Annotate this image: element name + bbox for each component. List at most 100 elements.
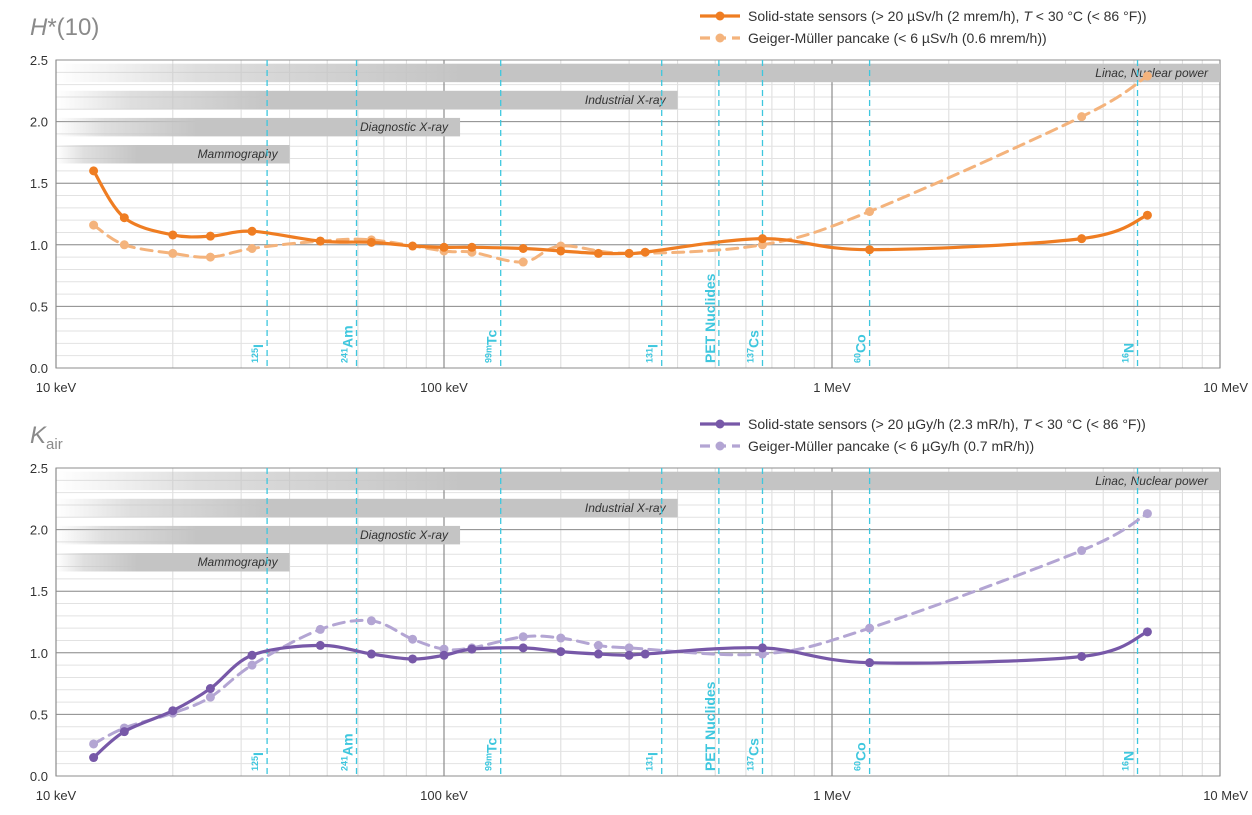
x-tick-label: 1 MeV [813, 788, 851, 803]
legend: Solid-state sensors (> 20 µSv/h (2 mrem/… [700, 8, 1147, 46]
nuclide-label: 137Cs [746, 330, 762, 363]
nuclide-label: 241Am [340, 733, 356, 771]
data-point [1077, 112, 1087, 122]
plot-frame [55, 59, 1221, 369]
y-tick-label: 0.0 [30, 361, 48, 376]
quantity-label: Kair [30, 422, 63, 453]
data-point [247, 226, 257, 236]
data-point [865, 207, 875, 217]
series-line [92, 512, 1149, 746]
data-point [247, 243, 257, 253]
y-tick-label: 2.0 [30, 523, 48, 538]
application-band-label: Diagnostic X-ray [360, 120, 449, 134]
application-band-label: Industrial X-ray [585, 501, 667, 515]
legend-label: Geiger-Müller pancake (< 6 µGy/h (0.7 mR… [748, 438, 1034, 454]
data-point [593, 640, 603, 650]
application-band-label: Mammography [198, 147, 279, 161]
nuclide-label: 60Co [853, 742, 869, 771]
legend-marker [715, 11, 725, 21]
data-point [168, 230, 178, 240]
data-point [408, 654, 418, 664]
data-point [408, 634, 418, 644]
data-point [757, 649, 767, 659]
y-tick-label: 0.0 [30, 769, 48, 784]
data-point [1142, 210, 1152, 220]
application-band [56, 498, 678, 518]
x-tick-label: 10 MeV [1203, 380, 1248, 395]
data-point [1142, 627, 1152, 637]
data-point [865, 623, 875, 633]
nuclide-label: 125I [250, 344, 266, 363]
application-band-label: Linac, Nuclear power [1095, 474, 1209, 488]
x-tick-labels: 10 keV 100 keV 1 MeV 10 MeV [36, 380, 1249, 395]
data-point [518, 257, 528, 267]
data-point [1077, 546, 1087, 556]
air-kerma-chart: Linac, Nuclear power Industrial X-ray Diag… [30, 416, 1248, 803]
application-band [56, 63, 1220, 83]
nuclide-label: 241Am [340, 325, 356, 363]
application-band [56, 117, 461, 137]
nuclide-label: 99mTc [484, 737, 500, 771]
data-point [624, 650, 634, 660]
data-point [757, 643, 767, 653]
data-point [119, 727, 129, 737]
series-line [92, 630, 1149, 760]
data-point [757, 234, 767, 244]
data-point [624, 248, 634, 258]
application-band-label: Mammography [198, 555, 279, 569]
data-point [366, 616, 376, 626]
application-band-label: Diagnostic X-ray [360, 528, 449, 542]
application-bands: Linac, Nuclear power Industrial X-ray Diag… [56, 471, 1220, 572]
nuclide-label: 125I [250, 752, 266, 771]
series-layer [89, 71, 1152, 267]
data-point [89, 220, 99, 230]
data-point [315, 624, 325, 634]
data-point [556, 633, 566, 643]
data-point [89, 166, 99, 176]
nuclide-markers: 125I 241Am 99mTc 131I PET Nuclides 137Cs 60Co 1… [250, 60, 1139, 368]
data-point [556, 246, 566, 256]
data-point [1142, 71, 1152, 81]
data-point [593, 649, 603, 659]
y-tick-label: 1.0 [30, 646, 48, 661]
x-tick-labels: 10 keV 100 keV 1 MeV 10 MeV [36, 788, 1249, 803]
data-point [247, 660, 257, 670]
application-band-label: Industrial X-ray [585, 93, 667, 107]
data-point [315, 640, 325, 650]
plot-frame [55, 467, 1221, 777]
nuclide-label: 137Cs [746, 738, 762, 771]
legend-marker [715, 33, 725, 43]
y-tick-label: 1.5 [30, 176, 48, 191]
data-point [439, 644, 449, 654]
data-point [467, 644, 477, 654]
x-tick-label: 1 MeV [813, 380, 851, 395]
x-tick-label: 10 keV [36, 788, 77, 803]
data-point [366, 649, 376, 659]
data-point [205, 252, 215, 262]
y-tick-labels: 0.0 0.5 1.0 1.5 2.0 2.5 [30, 461, 48, 784]
application-band [56, 90, 678, 110]
legend-item-solid: Solid-state sensors (> 20 µSv/h (2 mrem/… [700, 8, 1147, 24]
dose-equivalent-chart: Linac, Nuclear power Industrial X-ray Diag… [30, 8, 1248, 395]
data-point [205, 684, 215, 694]
data-point [205, 231, 215, 241]
series-layer [89, 509, 1152, 763]
y-tick-label: 2.5 [30, 461, 48, 476]
data-point [119, 213, 129, 223]
application-band-label: Linac, Nuclear power [1095, 66, 1209, 80]
data-point [315, 236, 325, 246]
nuclide-label: 16N [1121, 343, 1137, 363]
data-point [865, 658, 875, 668]
series-solid [89, 166, 1152, 258]
x-tick-label: 10 keV [36, 380, 77, 395]
data-point [640, 649, 650, 659]
data-point [518, 243, 528, 253]
quantity-label: H*(10) [30, 14, 99, 41]
series-solid [89, 627, 1152, 763]
data-point [168, 706, 178, 716]
legend-label: Solid-state sensors (> 20 µGy/h (2.3 mR/… [748, 416, 1146, 432]
y-tick-label: 2.0 [30, 115, 48, 130]
nuclide-label: 131I [645, 752, 661, 771]
legend-item-gm: Geiger-Müller pancake (< 6 µSv/h (0.6 mr… [700, 30, 1047, 46]
data-point [1077, 651, 1087, 661]
